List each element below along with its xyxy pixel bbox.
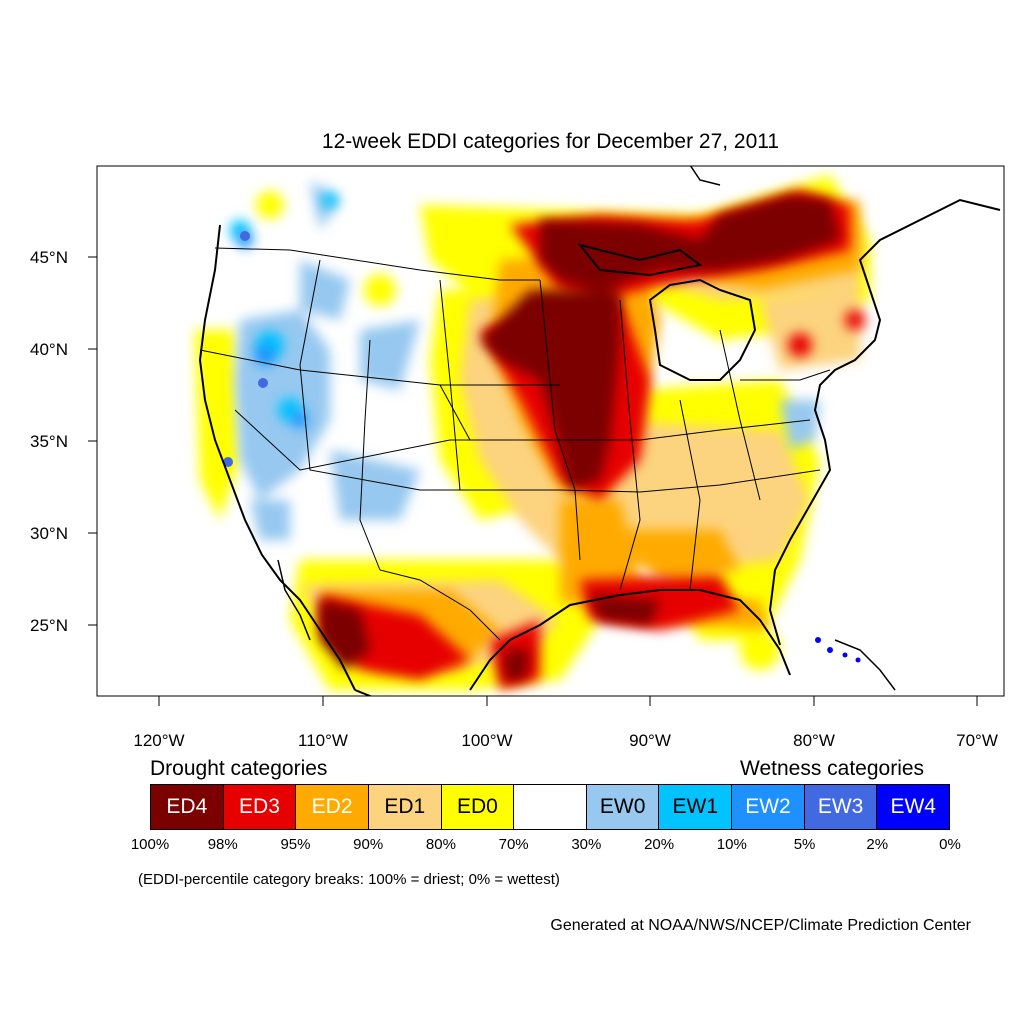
x-axis: 120°W 110°W 100°W 90°W 80°W 70°W [133, 696, 998, 750]
y-tick-label: 45°N [30, 248, 68, 267]
y-tick-label: 25°N [30, 616, 68, 635]
break-label: 5% [793, 836, 816, 853]
legend-box-ed1: ED1 [368, 785, 442, 829]
map-frame [96, 165, 1005, 697]
legend-box-normal [514, 785, 587, 829]
legend-box-ew0: EW0 [586, 785, 660, 829]
break-label: 80% [425, 836, 456, 853]
break-label: 90% [353, 836, 384, 853]
break-label: 98% [207, 836, 238, 853]
coastlines-and-borders [198, 166, 1001, 696]
credit-line: Generated at NOAA/NWS/NCEP/Climate Predi… [550, 917, 971, 934]
eddi-map: 45°N 40°N 35°N 30°N 25°N 120°W 110°W 100°W 90°W… [30, 165, 1005, 750]
break-label: 100% [130, 836, 170, 853]
y-tick-label: 35°N [30, 432, 68, 451]
x-tick-label: 100°W [461, 731, 512, 750]
category-note: (EDDI-percentile category breaks: 100% =… [138, 871, 560, 888]
y-tick-label: 30°N [30, 524, 68, 543]
category-legend: ED4 ED3 ED2 ED1 ED0 EW0 EW1 EW2 EW3 EW4 [150, 784, 950, 830]
legend-box-ew3: EW3 [804, 785, 878, 829]
break-label: 30% [571, 836, 602, 853]
x-tick-label: 70°W [956, 731, 998, 750]
break-label: 20% [644, 836, 675, 853]
break-label: 10% [716, 836, 747, 853]
category-breaks: 100% 98% 95% 90% 80% 70% 30% 20% 10% 5% 2% 0% [131, 836, 961, 856]
x-tick-label: 80°W [793, 731, 835, 750]
drought-heading: Drought categories [150, 757, 328, 780]
legend-box-ew1: EW1 [659, 785, 733, 829]
y-axis: 45°N 40°N 35°N 30°N 25°N [30, 248, 97, 635]
break-label: 70% [498, 836, 529, 853]
map-title: 12-week EDDI categories for December 27,… [321, 130, 780, 153]
wetness-heading: Wetness categories [740, 757, 925, 780]
legend-box-ed2: ED2 [296, 785, 369, 829]
break-label: 0% [939, 836, 961, 853]
x-tick-label: 120°W [133, 731, 184, 750]
x-tick-label: 110°W [298, 731, 348, 750]
legend-box-ed4: ED4 [151, 785, 224, 829]
legend-box-ed0: ED0 [441, 785, 515, 829]
y-tick-label: 40°N [30, 340, 68, 359]
legend-box-ew2: EW2 [732, 785, 805, 829]
break-label: 95% [280, 836, 311, 853]
legend-box-ed3: ED3 [223, 785, 297, 829]
x-tick-label: 90°W [629, 731, 671, 750]
break-label: 2% [866, 836, 889, 853]
legend-box-ew4: EW4 [877, 785, 950, 829]
